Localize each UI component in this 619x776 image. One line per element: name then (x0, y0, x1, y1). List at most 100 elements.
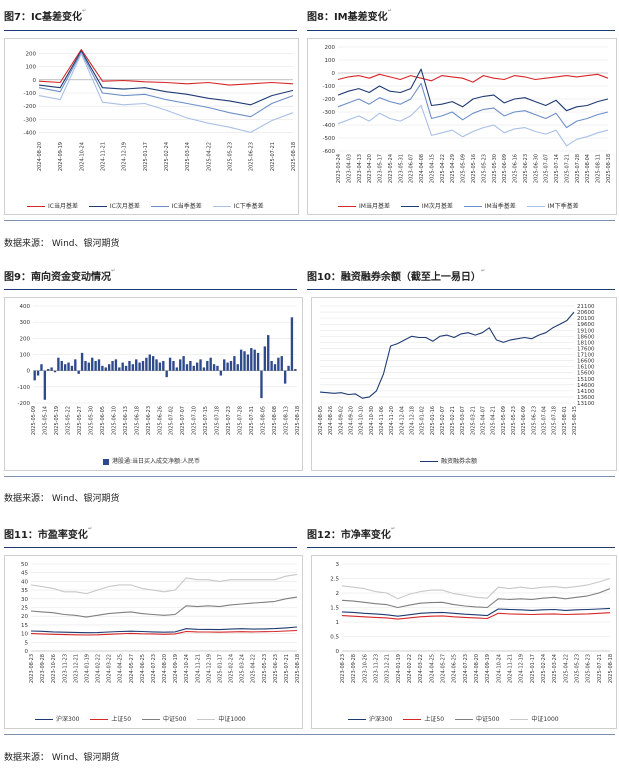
x-tick-label: 2024-09-20 (348, 406, 354, 435)
legend-item: 沪深300 (35, 714, 79, 723)
figure-12-legend: 沪深300 上证50 中证500 中证1000 (348, 714, 568, 723)
y-tick-label: 14100 (577, 389, 595, 395)
x-tick-label: 2024-07-23 (463, 654, 469, 683)
y-tick-label: 200 (325, 45, 336, 51)
bar (283, 370, 287, 384)
bar (192, 365, 195, 371)
series-line (30, 626, 298, 634)
x-tick-label: 2023-06-07 (409, 154, 415, 183)
x-tick-label: 2023-08-23 (29, 654, 35, 683)
y-tick-label: 0 (25, 649, 29, 655)
y-tick-label: 17100 (577, 353, 595, 359)
x-tick-label: 2024-08-20 (37, 142, 43, 171)
bar (91, 357, 94, 371)
x-tick-label: 2025-01-17 (217, 654, 223, 683)
x-tick-label: 2025-08-13 (284, 406, 290, 435)
x-tick-label: 2024-12-04 (399, 406, 405, 435)
bar (148, 354, 151, 371)
y-tick-label: 20 (21, 614, 28, 620)
y-tick-label: 400 (20, 304, 31, 310)
source-note: 数据来源： Wind、银河期货 (4, 494, 120, 504)
x-tick-label: 2025-01-16 (430, 406, 436, 435)
y-tick-label: 15600 (577, 371, 595, 377)
x-tick-label: 2025-08-04 (585, 154, 591, 183)
legend-item: IC下季基差 (212, 201, 264, 210)
bar (290, 317, 294, 371)
y-tick-label: 13600 (577, 395, 595, 401)
x-tick-label: 2025-08-15 (572, 406, 578, 435)
x-tick-label: 2025-07-21 (597, 654, 603, 683)
bar (206, 360, 209, 371)
x-tick-label: 2025-08-18 (295, 406, 301, 435)
x-tick-label: 2025-03-24 (240, 654, 246, 683)
x-tick-label: 2025-07-04 (542, 406, 548, 435)
figure-9-legend: 港股通:当日买入成交净额:人民币 (103, 456, 209, 465)
bar (121, 362, 124, 371)
y-tick-label: 20600 (577, 310, 595, 316)
figure-9-chart: 400 300 200 100 0 -100 -200 2025-05-09 2025-05-1… (4, 297, 303, 471)
x-tick-label: 2025-06-30 (533, 154, 539, 183)
bar (182, 356, 185, 371)
series-line (337, 73, 609, 83)
bar (223, 359, 226, 371)
bar (219, 370, 223, 376)
bar (84, 360, 87, 371)
series-line (38, 51, 294, 118)
bar (202, 367, 206, 371)
legend-item: 上证50 (90, 714, 131, 723)
y-tick-label: 35 (21, 588, 28, 594)
series-line (337, 104, 609, 147)
x-tick-label: 2025-06-23 (531, 406, 537, 435)
y-tick-label: 2 (336, 591, 340, 597)
x-tick-label: 2024-05-27 (441, 654, 447, 683)
legend-item: 中证1000 (510, 714, 559, 723)
x-tick-label: 2025-05-27 (77, 406, 83, 435)
x-tick-label: 2024-11-21 (508, 654, 514, 683)
x-tick-label: 2025-05-23 (228, 142, 234, 171)
y-tick-label: 21100 (577, 304, 595, 310)
y-tick-label: 19100 (577, 328, 595, 334)
x-tick-label: 2025-06-13 (123, 406, 129, 435)
x-tick-label: 2023-12-21 (385, 654, 391, 683)
y-tick-label: -500 (323, 136, 336, 142)
figure-11-title: 图11：市盈率变化↵ (4, 526, 93, 541)
x-tick-label: 2023-04-03 (346, 154, 352, 183)
x-tick-label: 2025-06-23 (586, 654, 592, 683)
x-tick-label: 2025-07-23 (226, 406, 232, 435)
x-tick-label: 2025-06-09 (502, 154, 508, 183)
x-tick-label: 2024-11-21 (101, 142, 107, 171)
bar (253, 349, 256, 371)
legend-item: 中证500 (454, 714, 499, 723)
y-tick-label: 5 (25, 640, 29, 646)
x-tick-label: 2024-10-24 (496, 654, 502, 683)
x-tick-label: 2025-05-14 (42, 406, 48, 435)
title-rule (4, 547, 297, 548)
legend-item: IM当月基差 (338, 201, 390, 210)
bar (246, 354, 250, 371)
x-tick-label: 2024-05-27 (129, 654, 135, 683)
legend-item: 上证50 (403, 714, 444, 723)
y-tick-label: 50 (21, 562, 28, 568)
x-tick-label: 2023-05-24 (388, 154, 394, 183)
bar (128, 360, 131, 371)
bar (236, 364, 239, 371)
y-tick-label: -100 (323, 84, 336, 90)
legend-item: IM次月基差 (400, 201, 453, 210)
x-tick-label: 2023-09-28 (40, 654, 46, 683)
bar (74, 359, 77, 371)
figure-7-chart: 200 100 0 -100 -200 -300 -400 2024-08-20 2024-09… (4, 38, 299, 215)
y-tick-label: -100 (18, 385, 31, 391)
x-tick-label: 2024-09-02 (338, 406, 344, 435)
x-tick-label: 2025-05-19 (54, 406, 60, 435)
y-tick-label: 0 (332, 71, 336, 77)
x-tick-label: 2024-06-25 (140, 654, 146, 683)
y-tick-label: 200 (20, 336, 31, 342)
x-tick-label: 2025-06-26 (157, 406, 163, 435)
bar (195, 362, 199, 371)
legend-item: 融资融券余额 (420, 456, 477, 465)
figure-9-title: 图9：南向资金变动情况↵ (4, 268, 116, 283)
x-tick-label: 2025-05-23 (511, 406, 517, 435)
x-tick-label: 2025-08-18 (291, 142, 297, 171)
series-line (341, 612, 611, 620)
